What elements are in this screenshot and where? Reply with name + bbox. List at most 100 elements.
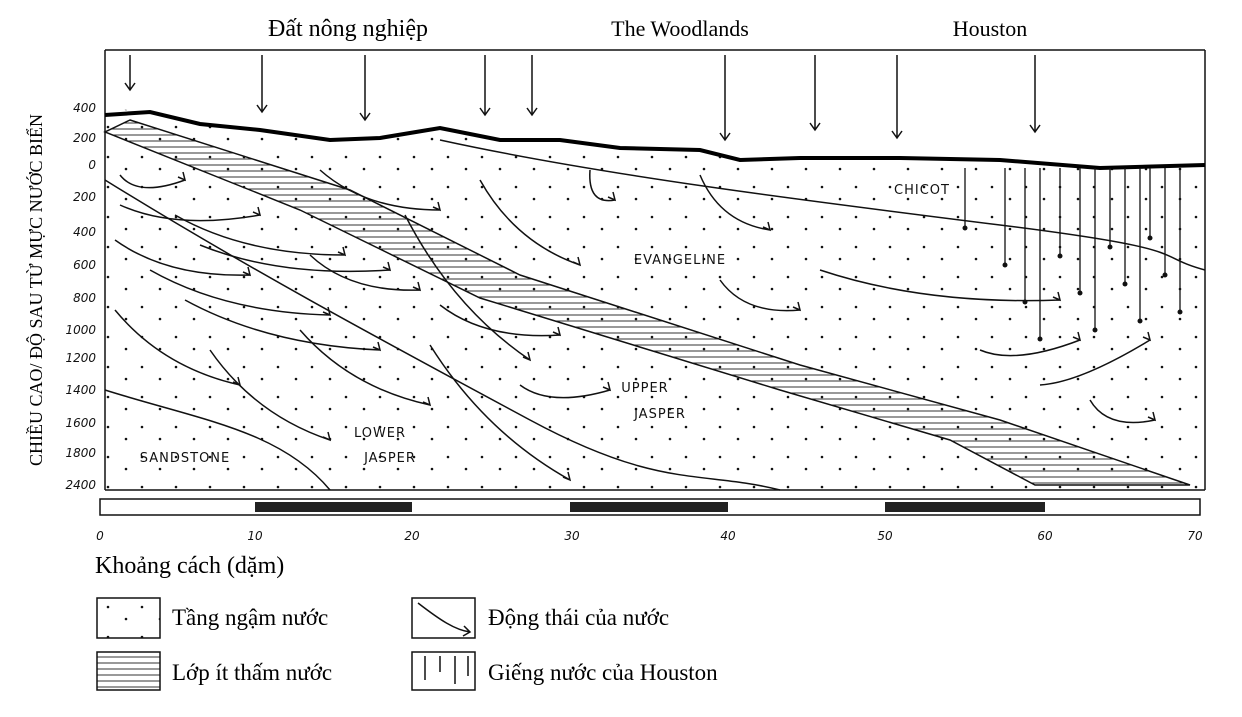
legend-swatch — [96, 597, 161, 639]
x-tick-label: 50 — [877, 529, 893, 543]
flow-arrow — [439, 304, 562, 337]
legend: Tầng ngậm nước Lớp ít thấm nước Động thá… — [96, 597, 718, 691]
formation-label: JASPER — [633, 407, 686, 422]
flow-arrow — [429, 344, 572, 482]
x-tick-label: 70 — [1187, 529, 1203, 543]
y-tick-label: 800 — [73, 291, 96, 305]
formation-label: JASPER — [363, 451, 416, 466]
y-tick-label: 200 — [73, 131, 96, 145]
flow-arrow — [979, 331, 1082, 357]
region-label: Houston — [953, 16, 1028, 41]
flow-arrow — [149, 269, 332, 317]
y-tick-label: 400 — [73, 101, 96, 115]
recharge-arrow — [1029, 55, 1041, 134]
well-pump — [1122, 281, 1128, 287]
sky — [105, 50, 1205, 168]
recharge-arrow — [891, 55, 903, 140]
legend-swatch — [411, 597, 476, 639]
flow-arrow — [319, 169, 442, 212]
formation-boundary — [104, 179, 781, 491]
legend-label: Lớp ít thấm nước — [172, 660, 332, 685]
legend-label: Tầng ngậm nước — [172, 605, 328, 630]
recharge-arrow — [526, 55, 538, 117]
flow-arrow — [479, 179, 582, 267]
well-pump — [1002, 262, 1008, 268]
confining-layer — [103, 119, 1191, 486]
well-pump — [1022, 299, 1028, 305]
x-tick-label: 60 — [1037, 529, 1053, 543]
legend-wells — [424, 656, 469, 684]
recharge-arrow — [256, 55, 268, 114]
well-pump — [1092, 327, 1098, 333]
formation-label: LOWER — [354, 426, 406, 441]
x-tick-label: 20 — [404, 529, 420, 543]
y-tick-label: 400 — [73, 225, 96, 239]
legend-label: Động thái của nước — [488, 605, 669, 630]
formation-label: CHICOT — [894, 183, 950, 198]
region-label: Đất nông nghiệp — [268, 16, 428, 42]
well-pump — [1177, 309, 1183, 315]
recharge-arrow — [479, 55, 491, 117]
y-tick-label: 1600 — [65, 416, 96, 430]
y-tick-label: 1400 — [65, 383, 96, 397]
x-tick-label: 30 — [564, 529, 580, 543]
flow-arrow — [589, 169, 617, 202]
well-pump — [1037, 336, 1043, 342]
flow-arrow — [199, 244, 392, 273]
x-ticks: 0 10 20 30 40 50 60 70 — [96, 529, 1203, 543]
well-pump — [962, 225, 968, 231]
well-pump — [1162, 272, 1168, 278]
y-tick-label: 0 — [88, 158, 96, 172]
well-pump — [1057, 253, 1063, 259]
flow-arrow — [404, 214, 532, 362]
recharge-arrow — [359, 55, 371, 122]
flow-arrow — [699, 174, 772, 232]
ground-surface — [104, 109, 1206, 171]
formation-boundary — [104, 389, 331, 491]
x-axis-title: Khoảng cách (dặm) — [95, 553, 284, 579]
flow-arrow — [1039, 331, 1152, 386]
y-axis-title: CHIỀU CAO/ ĐỘ SAU TỪ MỰC NƯỚC BIỂN — [25, 114, 46, 466]
y-ticks: 400 200 0 200 400 600 800 1000 1200 1400 1600 1800 2… — [65, 101, 96, 492]
y-tick-label: 1800 — [65, 446, 96, 460]
legend-label: Giếng nước của Houston — [488, 660, 718, 685]
legend-swatch — [411, 651, 476, 691]
houston-wells — [962, 168, 1183, 342]
cross-section — [103, 49, 1206, 491]
frame — [104, 49, 1206, 491]
x-tick-label: 40 — [720, 529, 736, 543]
recharge-arrow — [719, 55, 731, 142]
flow-arrow — [299, 329, 432, 407]
flow-arrow — [519, 381, 612, 399]
legend-swatch — [96, 651, 161, 691]
flow-arrows — [114, 55, 1157, 482]
x-tick-label: 0 — [96, 529, 104, 543]
y-tick-label: 1200 — [65, 351, 96, 365]
y-tick-label: 1000 — [65, 323, 96, 337]
flow-arrow — [184, 299, 382, 352]
scale-bar — [99, 498, 1201, 516]
y-tick-label: 200 — [73, 190, 96, 204]
flow-arrow — [309, 254, 422, 292]
formation-label: UPPER — [621, 381, 668, 396]
well-pump — [1077, 290, 1083, 296]
formation-boundary — [439, 139, 1206, 271]
recharge-arrow — [124, 55, 136, 92]
y-tick-label: 600 — [73, 258, 96, 272]
x-tick-label: 10 — [247, 529, 263, 543]
region-label: The Woodlands — [611, 16, 749, 41]
formation-label: SANDSTONE — [140, 451, 231, 466]
flow-arrow — [119, 171, 187, 189]
well-pump — [1147, 235, 1153, 241]
well-pump — [1137, 318, 1143, 324]
flow-arrow — [114, 239, 252, 277]
well-pump — [1107, 244, 1113, 250]
y-tick-label: 2400 — [65, 478, 96, 492]
recharge-arrow — [809, 55, 821, 132]
legend-arrow — [417, 602, 472, 637]
flow-arrow — [1089, 399, 1157, 424]
flow-arrow — [209, 349, 332, 442]
formation-label: EVANGELINE — [634, 253, 726, 268]
flow-arrow — [719, 279, 802, 312]
flow-arrow — [174, 214, 347, 257]
